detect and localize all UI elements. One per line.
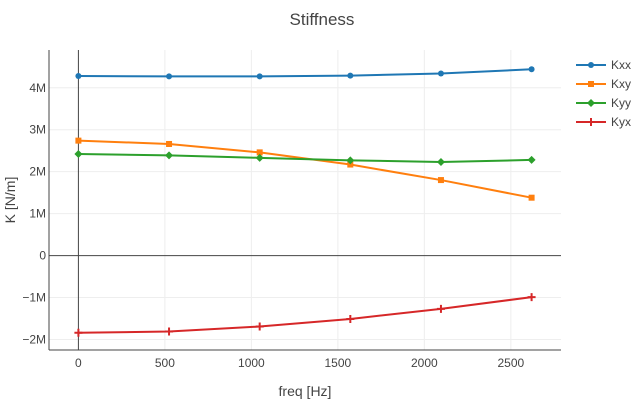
legend-label-kxx: Kxx [611,58,631,72]
chart-title: Stiffness [290,10,355,29]
point-kxy [75,137,82,144]
y-tick-label: 1M [29,207,46,221]
point-kyx [527,293,536,302]
y-tick-label: 2M [29,165,46,179]
point-kxx [75,73,82,80]
legend-label-kxy: Kxy [611,77,631,91]
y-tick-labels: −2M −1M 0 1M 2M 3M 4M [22,81,46,347]
grid [49,50,561,350]
legend[interactable]: Kxx Kxy Kyy Kyx [576,58,631,129]
x-tick-labels: 0 500 1000 1500 2000 2500 [75,356,524,370]
point-kxx [347,72,354,79]
legend-item-kyx[interactable]: Kyx [576,115,631,129]
point-kyx [255,322,264,331]
x-tick-label: 1500 [325,356,352,370]
point-kxx [166,73,173,80]
series-kyx [74,293,536,337]
point-kyy [74,150,83,159]
series [74,66,536,337]
point-kyx [74,328,83,337]
legend-label-kyx: Kyx [611,115,631,129]
point-kyy [436,158,445,167]
point-kyx [346,314,355,323]
legend-label-kyy: Kyy [611,96,631,110]
y-tick-label: 3M [29,123,46,137]
point-kxx [437,70,444,77]
line-kyy [78,153,532,164]
series-kxx [75,66,535,80]
x-axis-label: freq [Hz] [279,383,332,399]
point-kyy [255,153,264,162]
series-kyy [74,150,536,167]
y-tick-label: −1M [22,291,46,305]
y-tick-label: 4M [29,81,46,95]
x-tick-label: 2500 [497,356,524,370]
legend-item-kyy[interactable]: Kyy [576,96,631,110]
point-kxx [528,66,535,73]
line-kyx [78,296,532,334]
legend-marker-kyx [587,118,595,126]
y-tick-label: −2M [22,333,46,347]
line-kxx [78,68,532,78]
legend-item-kxx[interactable]: Kxx [576,58,631,72]
x-tick-label: 2000 [411,356,438,370]
point-kyx [165,327,174,336]
point-kyy [346,156,355,165]
point-kxx [256,73,263,80]
legend-marker-kyy [587,99,595,107]
legend-marker-kxy [588,81,594,87]
axes [48,50,561,351]
x-tick-label: 1000 [238,356,265,370]
line-kxy [78,139,532,199]
point-kxy [528,194,535,201]
point-kxy [166,140,173,147]
legend-item-kxy[interactable]: Kxy [576,77,631,91]
y-tick-label: 0 [39,249,46,263]
point-kyy [527,155,536,164]
point-kyx [436,304,445,313]
point-kxy [437,177,444,184]
legend-marker-kxx [588,62,594,68]
series-kxy [75,137,535,201]
y-axis-label: K [N/m] [2,177,18,224]
x-tick-label: 0 [75,356,82,370]
point-kxy [256,149,263,156]
point-kxy [347,161,354,168]
x-tick-label: 500 [155,356,175,370]
point-kyy [165,151,174,160]
